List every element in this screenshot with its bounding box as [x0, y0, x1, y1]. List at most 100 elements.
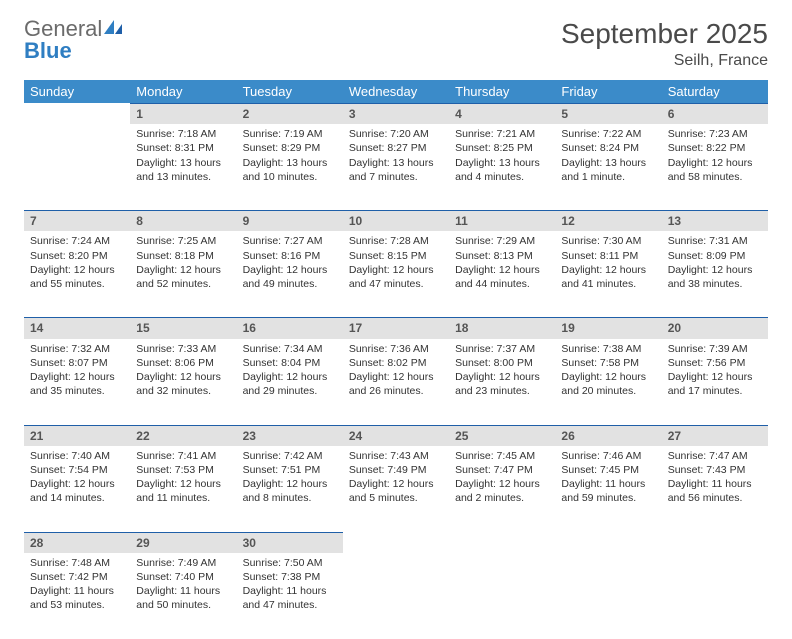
sunset-text: Sunset: 7:40 PM: [136, 570, 230, 584]
week-row: Sunrise: 7:32 AMSunset: 8:07 PMDaylight:…: [24, 339, 768, 425]
daynum-cell: 24: [343, 425, 449, 446]
daylight-text: Daylight: 12 hours and 49 minutes.: [243, 263, 337, 291]
day-content: Sunrise: 7:18 AMSunset: 8:31 PMDaylight:…: [130, 124, 236, 190]
day-content: Sunrise: 7:22 AMSunset: 8:24 PMDaylight:…: [555, 124, 661, 190]
day-content: Sunrise: 7:20 AMSunset: 8:27 PMDaylight:…: [343, 124, 449, 190]
daylight-text: Daylight: 12 hours and 47 minutes.: [349, 263, 443, 291]
sunrise-text: Sunrise: 7:23 AM: [668, 127, 762, 141]
sunrise-text: Sunrise: 7:49 AM: [136, 556, 230, 570]
daynum-cell: 19: [555, 317, 661, 338]
sunrise-text: Sunrise: 7:19 AM: [243, 127, 337, 141]
day-cell: [24, 124, 130, 210]
day-number: 29: [130, 532, 236, 553]
daylight-text: Daylight: 13 hours and 7 minutes.: [349, 156, 443, 184]
day-number: 1: [130, 103, 236, 124]
daynum-cell: 12: [555, 210, 661, 231]
header: General Blue September 2025 Seilh, Franc…: [24, 18, 768, 70]
day-cell: Sunrise: 7:40 AMSunset: 7:54 PMDaylight:…: [24, 446, 130, 532]
sunrise-text: Sunrise: 7:40 AM: [30, 449, 124, 463]
sunset-text: Sunset: 8:18 PM: [136, 249, 230, 263]
daynum-cell: 20: [662, 317, 768, 338]
daylight-text: Daylight: 13 hours and 1 minute.: [561, 156, 655, 184]
daynum-cell: 27: [662, 425, 768, 446]
day-cell: Sunrise: 7:36 AMSunset: 8:02 PMDaylight:…: [343, 339, 449, 425]
daynum-cell: [662, 532, 768, 553]
sunset-text: Sunset: 8:16 PM: [243, 249, 337, 263]
daylight-text: Daylight: 13 hours and 4 minutes.: [455, 156, 549, 184]
weekday-header-cell: Wednesday: [343, 80, 449, 103]
day-cell: Sunrise: 7:38 AMSunset: 7:58 PMDaylight:…: [555, 339, 661, 425]
day-content: Sunrise: 7:42 AMSunset: 7:51 PMDaylight:…: [237, 446, 343, 512]
daynum-cell: 7: [24, 210, 130, 231]
sunset-text: Sunset: 7:43 PM: [668, 463, 762, 477]
day-cell: Sunrise: 7:30 AMSunset: 8:11 PMDaylight:…: [555, 231, 661, 317]
daylight-text: Daylight: 13 hours and 10 minutes.: [243, 156, 337, 184]
weekday-header-cell: Thursday: [449, 80, 555, 103]
sunset-text: Sunset: 7:54 PM: [30, 463, 124, 477]
daynum-cell: 18: [449, 317, 555, 338]
day-cell: Sunrise: 7:27 AMSunset: 8:16 PMDaylight:…: [237, 231, 343, 317]
weekday-header-cell: Saturday: [662, 80, 768, 103]
sunset-text: Sunset: 7:47 PM: [455, 463, 549, 477]
daynum-cell: 29: [130, 532, 236, 553]
daylight-text: Daylight: 12 hours and 55 minutes.: [30, 263, 124, 291]
daylight-text: Daylight: 12 hours and 52 minutes.: [136, 263, 230, 291]
sunset-text: Sunset: 8:25 PM: [455, 141, 549, 155]
daynum-row: 123456: [24, 103, 768, 124]
day-number: 25: [449, 425, 555, 446]
day-cell: Sunrise: 7:39 AMSunset: 7:56 PMDaylight:…: [662, 339, 768, 425]
sunset-text: Sunset: 8:15 PM: [349, 249, 443, 263]
day-cell: Sunrise: 7:49 AMSunset: 7:40 PMDaylight:…: [130, 553, 236, 639]
sunset-text: Sunset: 8:06 PM: [136, 356, 230, 370]
day-cell: Sunrise: 7:46 AMSunset: 7:45 PMDaylight:…: [555, 446, 661, 532]
sunrise-text: Sunrise: 7:31 AM: [668, 234, 762, 248]
day-cell: Sunrise: 7:28 AMSunset: 8:15 PMDaylight:…: [343, 231, 449, 317]
day-cell: Sunrise: 7:25 AMSunset: 8:18 PMDaylight:…: [130, 231, 236, 317]
daylight-text: Daylight: 12 hours and 26 minutes.: [349, 370, 443, 398]
day-content: Sunrise: 7:29 AMSunset: 8:13 PMDaylight:…: [449, 231, 555, 297]
sunrise-text: Sunrise: 7:36 AM: [349, 342, 443, 356]
sunrise-text: Sunrise: 7:46 AM: [561, 449, 655, 463]
day-cell: [449, 553, 555, 639]
day-content: Sunrise: 7:24 AMSunset: 8:20 PMDaylight:…: [24, 231, 130, 297]
day-number: 23: [237, 425, 343, 446]
day-cell: Sunrise: 7:20 AMSunset: 8:27 PMDaylight:…: [343, 124, 449, 210]
day-content: Sunrise: 7:40 AMSunset: 7:54 PMDaylight:…: [24, 446, 130, 512]
day-content: Sunrise: 7:48 AMSunset: 7:42 PMDaylight:…: [24, 553, 130, 619]
sunset-text: Sunset: 8:27 PM: [349, 141, 443, 155]
day-content: Sunrise: 7:21 AMSunset: 8:25 PMDaylight:…: [449, 124, 555, 190]
daylight-text: Daylight: 12 hours and 44 minutes.: [455, 263, 549, 291]
day-content: Sunrise: 7:45 AMSunset: 7:47 PMDaylight:…: [449, 446, 555, 512]
day-cell: Sunrise: 7:21 AMSunset: 8:25 PMDaylight:…: [449, 124, 555, 210]
brand-blue: Blue: [24, 38, 72, 63]
day-content: Sunrise: 7:25 AMSunset: 8:18 PMDaylight:…: [130, 231, 236, 297]
day-content: Sunrise: 7:33 AMSunset: 8:06 PMDaylight:…: [130, 339, 236, 405]
day-cell: Sunrise: 7:34 AMSunset: 8:04 PMDaylight:…: [237, 339, 343, 425]
weekday-header-cell: Sunday: [24, 80, 130, 103]
sunset-text: Sunset: 8:31 PM: [136, 141, 230, 155]
sunrise-text: Sunrise: 7:20 AM: [349, 127, 443, 141]
daynum-cell: 13: [662, 210, 768, 231]
sunset-text: Sunset: 8:00 PM: [455, 356, 549, 370]
day-number: 22: [130, 425, 236, 446]
sunset-text: Sunset: 8:24 PM: [561, 141, 655, 155]
sunset-text: Sunset: 7:45 PM: [561, 463, 655, 477]
daylight-text: Daylight: 12 hours and 58 minutes.: [668, 156, 762, 184]
weekday-header-cell: Tuesday: [237, 80, 343, 103]
daynum-cell: 16: [237, 317, 343, 338]
day-cell: Sunrise: 7:31 AMSunset: 8:09 PMDaylight:…: [662, 231, 768, 317]
sunset-text: Sunset: 7:51 PM: [243, 463, 337, 477]
day-cell: Sunrise: 7:37 AMSunset: 8:00 PMDaylight:…: [449, 339, 555, 425]
brand-logo: General Blue: [24, 18, 124, 62]
sunrise-text: Sunrise: 7:29 AM: [455, 234, 549, 248]
daynum-cell: 10: [343, 210, 449, 231]
day-number: 28: [24, 532, 130, 553]
daylight-text: Daylight: 12 hours and 17 minutes.: [668, 370, 762, 398]
day-cell: [343, 553, 449, 639]
day-number: 14: [24, 317, 130, 338]
day-number: 11: [449, 210, 555, 231]
daylight-text: Daylight: 12 hours and 2 minutes.: [455, 477, 549, 505]
daynum-cell: 5: [555, 103, 661, 124]
day-content: Sunrise: 7:23 AMSunset: 8:22 PMDaylight:…: [662, 124, 768, 190]
day-content: Sunrise: 7:31 AMSunset: 8:09 PMDaylight:…: [662, 231, 768, 297]
